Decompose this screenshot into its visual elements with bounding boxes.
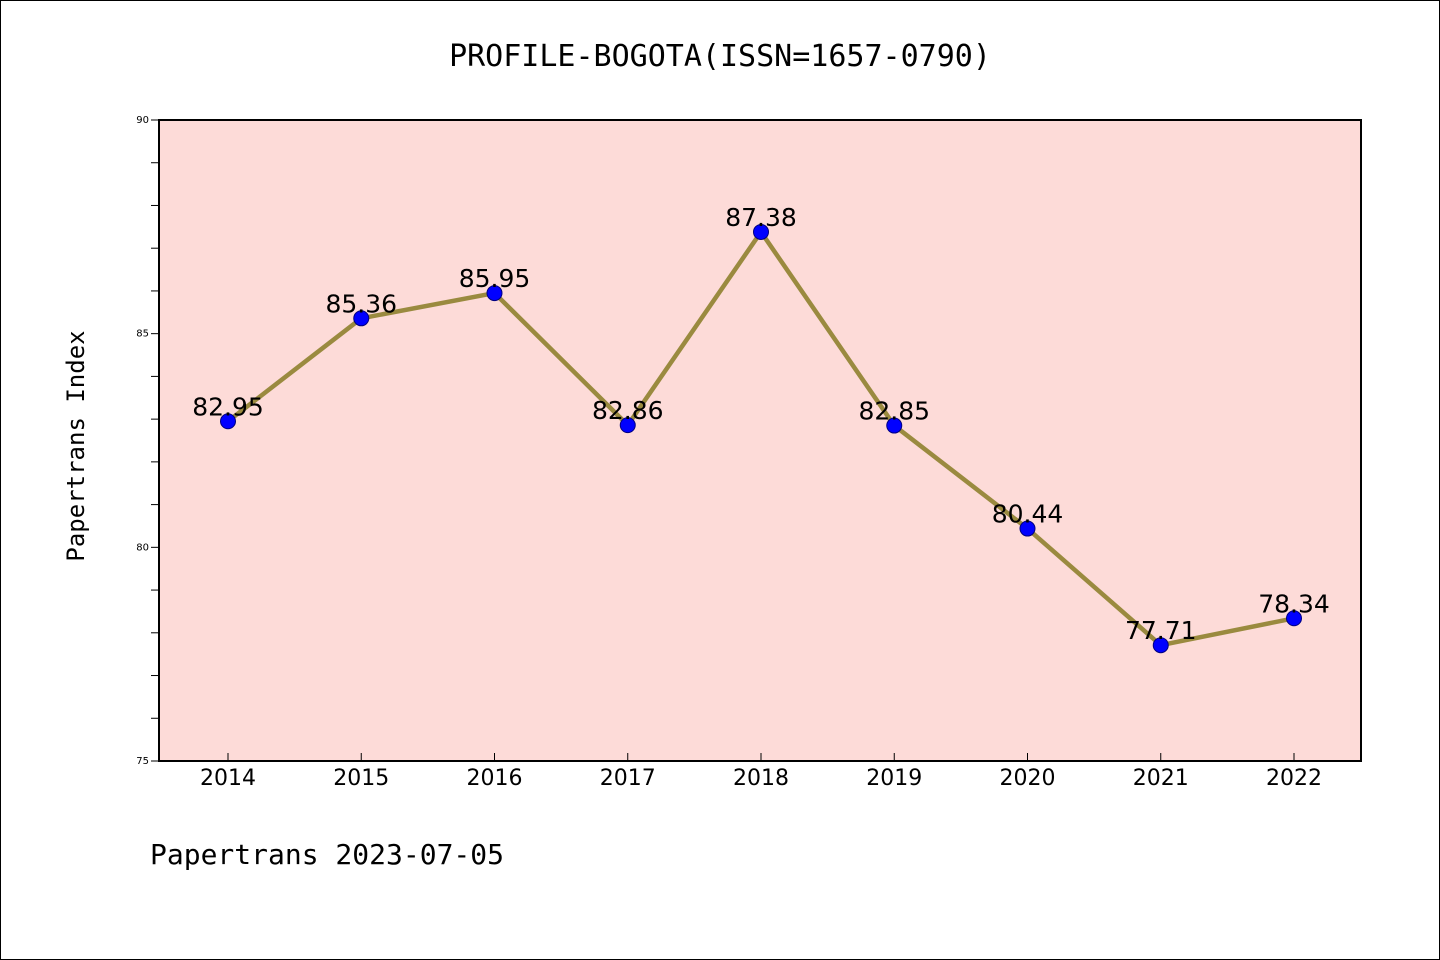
x-tick-label: 2022 xyxy=(1266,766,1322,791)
data-point xyxy=(220,413,236,430)
data-label: 78.34 xyxy=(1258,589,1330,618)
x-tick-label: 2020 xyxy=(1000,766,1056,791)
y-tick-label: 85 xyxy=(136,329,149,340)
x-tick-label: 2016 xyxy=(467,766,523,791)
data-label: 82.95 xyxy=(192,392,264,421)
data-label: 85.95 xyxy=(459,264,531,293)
x-tick-label: 2018 xyxy=(733,766,789,791)
y-axis: 75 80 85 90 xyxy=(136,115,159,767)
data-point xyxy=(1019,520,1036,537)
data-point xyxy=(486,285,503,302)
x-tick-label: 2021 xyxy=(1133,766,1189,791)
y-tick-label: 80 xyxy=(136,542,149,553)
data-point xyxy=(619,417,636,434)
data-labels: 82.95 85.36 85.95 82.86 87.38 82.85 80.44 77.71… xyxy=(192,203,1330,645)
x-axis: 2014 2015 2016 2017 2018 2019 2020 2021 2022 xyxy=(200,753,1322,791)
data-point xyxy=(753,223,769,240)
x-tick-label: 2019 xyxy=(866,766,922,791)
data-label: 87.38 xyxy=(725,203,797,232)
y-axis-label: Papertrans Index xyxy=(62,330,90,561)
data-point xyxy=(1286,610,1302,627)
chart-title: PROFILE-BOGOTA(ISSN=1657-0790) xyxy=(449,39,991,74)
data-label: 82.86 xyxy=(592,396,664,425)
x-tick-label: 2017 xyxy=(600,766,656,791)
y-tick-label: 90 xyxy=(136,115,149,126)
data-point xyxy=(1152,637,1169,654)
footer-text: Papertrans 2023-07-05 xyxy=(150,838,504,871)
data-label: 77.71 xyxy=(1125,616,1197,645)
x-tick-label: 2015 xyxy=(333,766,389,791)
data-point xyxy=(886,417,903,434)
y-tick-label: 75 xyxy=(136,756,149,767)
data-label: 85.36 xyxy=(325,289,397,318)
data-point xyxy=(353,310,370,327)
data-label: 80.44 xyxy=(992,500,1064,529)
x-tick-label: 2014 xyxy=(200,766,256,791)
data-label: 82.85 xyxy=(858,397,930,426)
data-points xyxy=(220,223,1302,654)
